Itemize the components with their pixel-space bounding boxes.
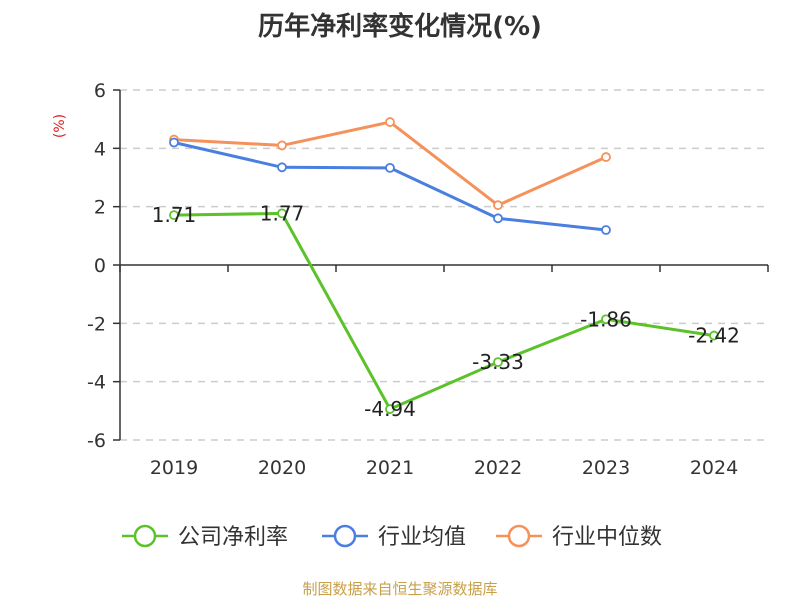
data-label: 1.77	[260, 201, 305, 225]
data-label: -2.42	[688, 324, 740, 348]
legend-item-1[interactable]: 行业均值	[322, 524, 466, 550]
data-label: -1.86	[580, 307, 632, 331]
grid-lines	[120, 89, 768, 441]
series-1	[169, 137, 611, 235]
legend-marker-icon	[507, 524, 531, 548]
y-tick-label: 2	[94, 197, 106, 219]
y-axis-unit: (%)	[52, 114, 68, 138]
legend-item-0[interactable]: 公司净利率	[122, 524, 288, 550]
y-tick-label: 6	[94, 80, 106, 102]
legend-label: 公司净利率	[178, 525, 288, 550]
legend-item-2[interactable]: 行业中位数	[496, 524, 662, 550]
data-point[interactable]	[601, 152, 611, 162]
data-label: 1.71	[152, 203, 197, 227]
legend-label: 行业均值	[378, 525, 466, 550]
data-point[interactable]	[493, 200, 503, 211]
x-tick-label: 2024	[690, 457, 738, 479]
data-labels: 1.71 1.77 -4.94 -3.33 -1.86 -2.42	[152, 201, 740, 421]
legend-label: 行业中位数	[552, 525, 662, 550]
data-point[interactable]	[277, 140, 287, 151]
y-tick-label: -2	[87, 313, 106, 335]
data-point[interactable]	[385, 117, 395, 127]
data-point[interactable]	[709, 330, 719, 341]
data-point[interactable]	[277, 162, 287, 173]
axes: -6 -4 -2 0 2 4 6 2019 2020 2021 2022 2023 2024	[87, 80, 769, 479]
data-point[interactable]	[169, 137, 179, 148]
legend-marker-icon	[333, 524, 357, 548]
data-label: -4.94	[364, 397, 416, 421]
y-tick-label: 0	[94, 255, 106, 277]
y-tick-label: 4	[94, 138, 106, 160]
data-point[interactable]	[493, 213, 503, 224]
source-note: 制图数据来自恒生聚源数据库	[302, 580, 498, 598]
data-point[interactable]	[493, 357, 503, 368]
x-tick-label: 2022	[474, 457, 522, 479]
data-point[interactable]	[601, 225, 611, 235]
x-tick-label: 2023	[582, 457, 630, 479]
chart-title: 历年净利率变化情况(%)	[258, 12, 542, 42]
legend-marker-icon	[133, 524, 157, 548]
series-0	[169, 208, 719, 414]
legend[interactable]: 公司净利率 行业均值 行业中位数	[122, 524, 662, 550]
series-lines	[169, 117, 719, 414]
x-tick-label: 2021	[366, 457, 414, 479]
series-line	[173, 211, 715, 411]
y-tick-label: -6	[87, 430, 106, 452]
data-point[interactable]	[601, 314, 611, 325]
data-point[interactable]	[385, 404, 395, 414]
data-point[interactable]	[385, 162, 395, 173]
x-tick-label: 2020	[258, 457, 306, 479]
y-tick-label: -4	[87, 372, 106, 394]
data-point[interactable]	[277, 208, 287, 219]
data-point[interactable]	[169, 210, 179, 221]
x-tick-label: 2019	[150, 457, 198, 479]
data-label: -3.33	[472, 350, 524, 374]
